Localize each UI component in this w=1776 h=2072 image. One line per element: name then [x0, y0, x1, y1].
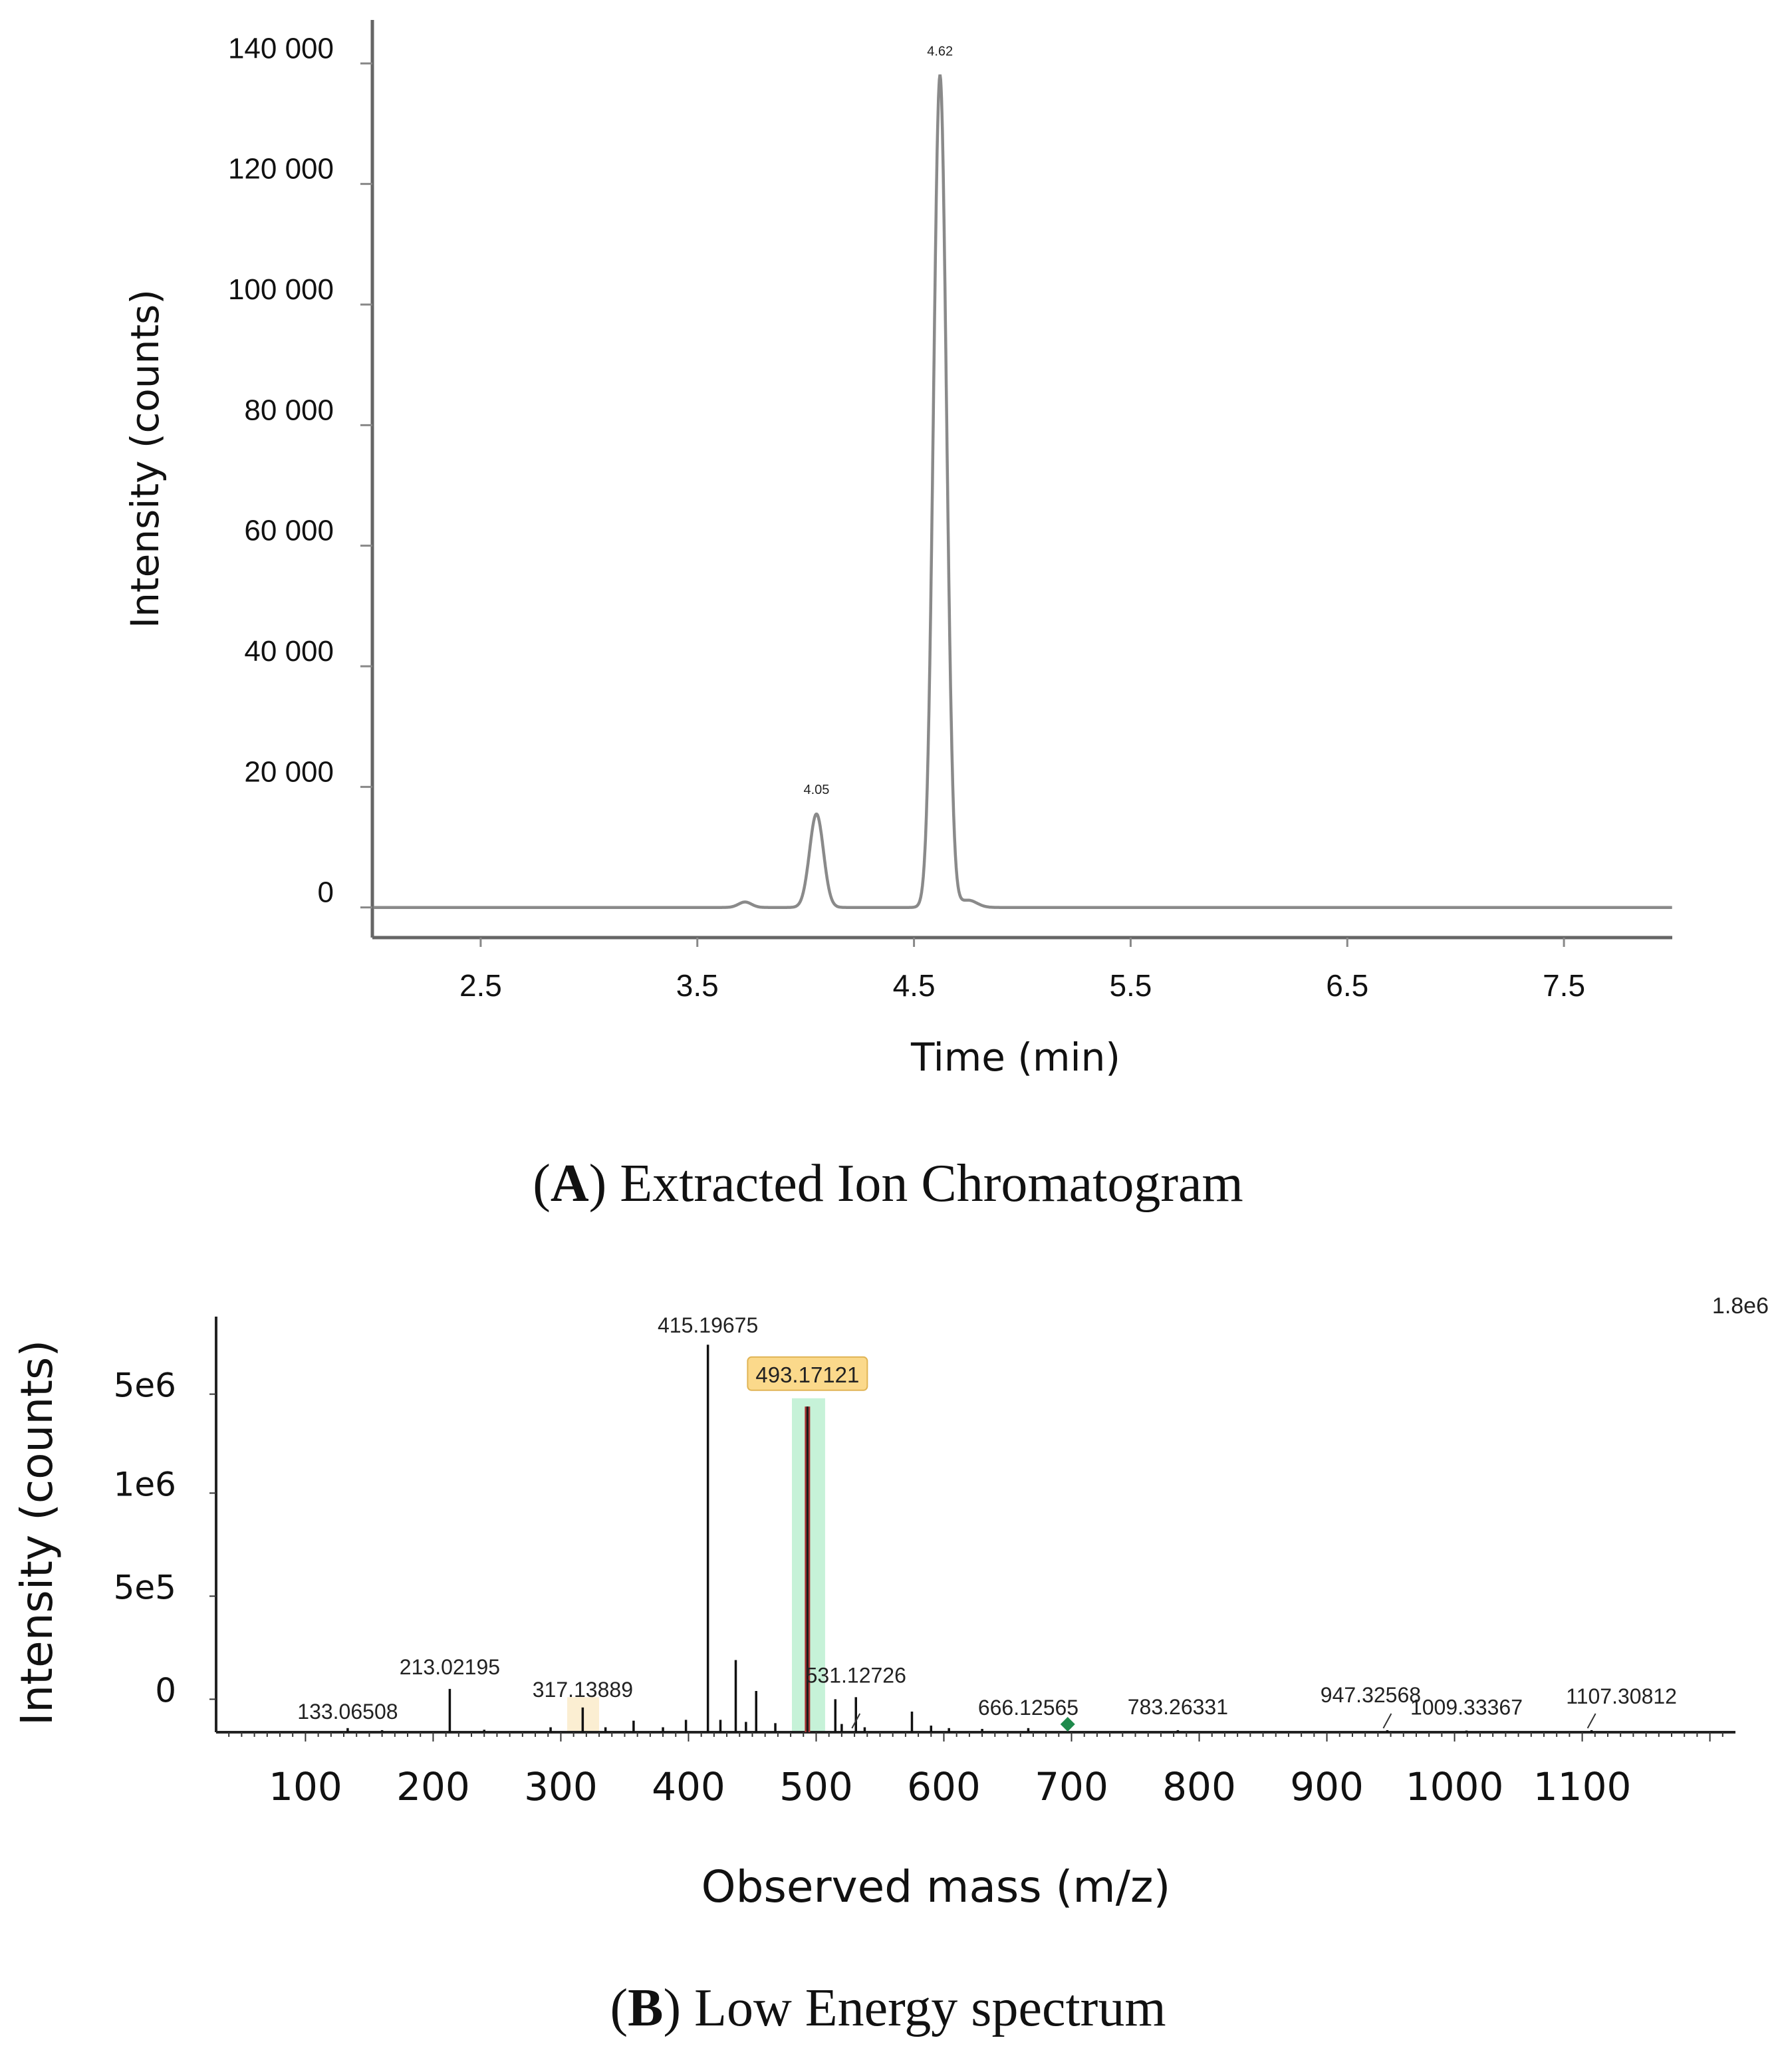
y-tick-label: 40 000	[244, 635, 334, 668]
spectrum-caption: (B) Low Energy spectrum	[610, 1979, 1166, 2037]
peak-label: 133.06508	[297, 1700, 398, 1724]
label-leader	[1586, 1713, 1596, 1729]
caption-text-b: Low Energy spectrum	[694, 1979, 1166, 2037]
x-tick-label: 600	[907, 1764, 981, 1809]
peak-label: 317.13889	[533, 1678, 633, 1702]
peak-label: 531.12726	[806, 1663, 906, 1687]
y-tick-label: 80 000	[244, 394, 334, 426]
y-tick-label: 60 000	[244, 515, 334, 547]
x-tick-label: 900	[1290, 1764, 1364, 1809]
x-tick-label: 400	[652, 1764, 725, 1809]
label-leader	[851, 1713, 861, 1729]
y-tick-label: 1e6	[114, 1465, 176, 1503]
x-tick-label: 3.5	[676, 968, 719, 1003]
y-tick-label: 0	[155, 1671, 176, 1710]
y-tick-label: 120 000	[228, 153, 334, 186]
spectrum-panel: 100 200 300 400 500 600 700 800 900 1000 1100 0 5e5 1…	[0, 1237, 1776, 2072]
caption-letter-a: A	[550, 1154, 589, 1213]
highlight-label-box	[747, 1356, 868, 1391]
chromatogram-panel: 0 20 000 40 000 60 000 80 000 100 000 120 000 1…	[122, 20, 1672, 1213]
y-tick-label: 5e6	[114, 1366, 176, 1405]
y-tick-label: 5e5	[114, 1568, 176, 1607]
highlight-label: 493.17121	[755, 1362, 859, 1387]
x-tick-label: 300	[524, 1764, 598, 1809]
chromatogram-caption: (A) Extracted Ion Chromatogram	[533, 1154, 1243, 1213]
x-tick-label: 1100	[1533, 1764, 1632, 1809]
y-axis-title: Intensity (counts)	[11, 1340, 63, 1726]
x-tick-label: 500	[779, 1764, 853, 1809]
marker-diamond	[1060, 1717, 1075, 1732]
caption-letter-b: B	[628, 1979, 664, 2037]
label-leader	[1382, 1713, 1392, 1729]
y-tick-label: 0	[318, 876, 334, 909]
y-tick-label: 20 000	[244, 755, 334, 788]
x-tick-label: 1000	[1406, 1764, 1504, 1809]
x-tick-label: 700	[1035, 1764, 1108, 1809]
x-tick-label: 100	[269, 1764, 342, 1809]
x-tick-label: 4.5	[893, 968, 936, 1003]
x-tick-label: 2.5	[459, 968, 502, 1003]
peak-label: 1107.30812	[1566, 1684, 1677, 1708]
x-axis-title: Observed mass (m/z)	[701, 1861, 1171, 1912]
y-tick-label: 140 000	[228, 32, 334, 65]
peak-label: 213.02195	[400, 1655, 500, 1679]
x-tick-label: 200	[396, 1764, 470, 1809]
x-tick-label: 5.5	[1109, 968, 1152, 1003]
scale-note: 1.8e6	[1712, 1293, 1769, 1319]
peak-label: 4.62	[927, 44, 953, 59]
peak-label: 1009.33367	[1410, 1696, 1523, 1720]
caption-text-a: Extracted Ion Chromatogram	[620, 1154, 1243, 1213]
chromatogram-chart: 0 20 000 40 000 60 000 80 000 100 000 120 000 1…	[122, 20, 1672, 1080]
peak-label: 415.19675	[658, 1313, 758, 1337]
chromatogram-trace	[373, 74, 1672, 909]
spectrum-chart: 100 200 300 400 500 600 700 800 900 1000 1100 0 5e5 1…	[11, 1293, 1769, 1912]
x-axis-title: Time (min)	[910, 1035, 1120, 1080]
peak-label: 666.12565	[978, 1696, 1078, 1720]
x-tick-label: 800	[1162, 1764, 1236, 1809]
peak-label: 947.32568	[1321, 1683, 1421, 1707]
y-axis-title: Intensity (counts)	[122, 289, 168, 628]
peak-label: 783.26331	[1128, 1695, 1228, 1719]
y-tick-label: 100 000	[228, 273, 334, 306]
peak-label: 4.05	[803, 783, 829, 797]
x-tick-label: 7.5	[1543, 968, 1585, 1003]
x-tick-label: 6.5	[1326, 968, 1368, 1003]
